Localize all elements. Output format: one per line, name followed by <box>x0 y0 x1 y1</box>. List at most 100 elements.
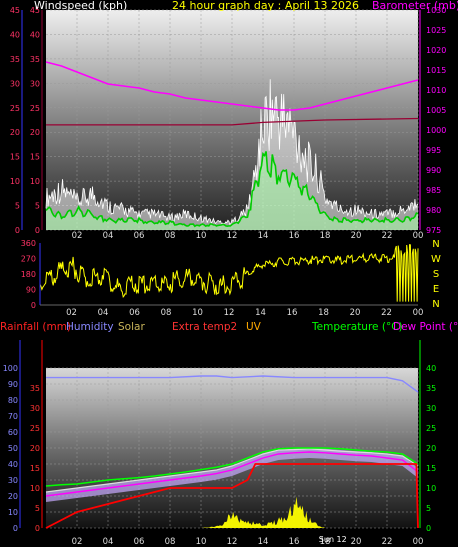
extra-temp-legend: Extra temp2 <box>172 321 237 333</box>
temp-x-tick-06: 06 <box>134 537 145 547</box>
wind-y-tick-15: 15 <box>10 153 20 162</box>
rain-tick-10: 10 <box>30 484 40 493</box>
barometer-tick-980: 980 <box>426 206 441 215</box>
rain-tick-0: 0 <box>35 524 40 533</box>
wind-x-tick-02: 02 <box>72 231 83 241</box>
humidity-tick-20: 20 <box>8 492 18 501</box>
direction-x-tick-08: 08 <box>161 308 172 318</box>
wind-y2-tick-25: 25 <box>30 104 40 113</box>
extra-temp-line <box>45 448 419 493</box>
barometer-tick-995: 995 <box>426 146 441 155</box>
humidity-legend: Humidity <box>66 321 114 333</box>
barometer-tick-1020: 1020 <box>426 46 446 55</box>
wind-y2-tick-35: 35 <box>30 55 40 64</box>
rainfall-legend: Rainfall (mm) <box>0 321 71 333</box>
direction-x-tick-18: 18 <box>318 308 329 318</box>
wind-y-tick-10: 10 <box>10 177 20 186</box>
barometer-line <box>45 61 419 111</box>
wind-y-tick-25: 25 <box>10 104 20 113</box>
temp-x-tick-16: 16 <box>289 537 300 547</box>
wind-dark-red-line <box>46 117 419 126</box>
humidity-tick-90: 90 <box>8 380 18 389</box>
wind-direction-line <box>39 244 419 302</box>
direction-compass-label-0: N <box>432 239 439 250</box>
wind-x-tick-06: 06 <box>134 231 145 241</box>
direction-x-tick-10: 10 <box>192 308 203 318</box>
temperature-tick-40: 40 <box>426 364 436 373</box>
barometer-tick-1030: 1030 <box>426 6 446 15</box>
direction-plot-area <box>40 243 418 305</box>
rain-tick-30: 30 <box>30 404 40 413</box>
wind-x-tick-04: 04 <box>103 231 114 241</box>
rain-tick-15: 15 <box>30 464 40 473</box>
wind-y2-tick-0: 0 <box>35 226 40 235</box>
barometer-tick-1000: 1000 <box>426 126 446 135</box>
temp-x-tick-04: 04 <box>103 537 114 547</box>
day-annotation: Sun 12 <box>319 535 347 544</box>
wind-y2-tick-15: 15 <box>30 153 40 162</box>
temperature-tick-25: 25 <box>426 424 436 433</box>
wind-y2-tick-40: 40 <box>30 30 40 39</box>
wind-y-tick-35: 35 <box>10 55 20 64</box>
barometer-tick-1025: 1025 <box>426 26 446 35</box>
direction-x-tick-00: 00 <box>413 308 424 318</box>
wind-gust-line <box>45 79 419 226</box>
temperature-tick-20: 20 <box>426 444 436 453</box>
humidity-tick-30: 30 <box>8 476 18 485</box>
humidity-tick-70: 70 <box>8 412 18 421</box>
wind-y2-tick-10: 10 <box>30 177 40 186</box>
humidity-line <box>46 375 419 393</box>
wind-y-tick-45: 45 <box>10 6 20 15</box>
rain-tick-5: 5 <box>35 504 40 513</box>
wind-x-tick-00: 00 <box>413 231 424 241</box>
direction-compass-label-2: S <box>433 269 439 280</box>
barometer-axis-label: Barometer (mb) <box>372 0 458 12</box>
barometer-tick-1005: 1005 <box>426 106 446 115</box>
dewpoint-legend: Dew Point (°C) <box>393 321 458 333</box>
temperature-tick-10: 10 <box>426 484 436 493</box>
humidity-tick-10: 10 <box>8 508 18 517</box>
wind-y-tick-20: 20 <box>10 128 20 137</box>
temperature-panel: 02 04 06 08 10 12 14 16 18 20 22 000102030405060708… <box>3 340 436 547</box>
direction-x-tick-16: 16 <box>287 308 298 318</box>
direction-compass-label-1: W <box>431 254 441 265</box>
dewpoint-line <box>45 451 419 497</box>
direction-x-tick-04: 04 <box>98 308 109 318</box>
wind-y-tick-5: 5 <box>15 202 20 211</box>
barometer-tick-975: 975 <box>426 226 441 235</box>
humidity-tick-50: 50 <box>8 444 18 453</box>
solar-area <box>46 496 418 528</box>
humidity-tick-80: 80 <box>8 396 18 405</box>
humidity-tick-100: 100 <box>3 364 18 373</box>
wind-axis-label: Windspeed (kph) <box>34 0 127 12</box>
humidity-tick-40: 40 <box>8 460 18 469</box>
temperature-tick-15: 15 <box>426 464 436 473</box>
temperature-legend: Temperature (°C) <box>311 321 403 333</box>
direction-x-tick-06: 06 <box>129 308 140 318</box>
wind-x-tick-12: 12 <box>227 231 238 241</box>
wind-x-tick-20: 20 <box>351 231 362 241</box>
direction-y-tick-270: 270 <box>21 255 36 264</box>
direction-x-tick-14: 14 <box>255 308 266 318</box>
temp-x-tick-02: 02 <box>72 537 83 547</box>
wind-x-tick-18: 18 <box>320 231 331 241</box>
wind-y2-tick-5: 5 <box>35 202 40 211</box>
wind-x-tick-16: 16 <box>289 231 300 241</box>
temp-x-tick-12: 12 <box>227 537 238 547</box>
humidity-tick-60: 60 <box>8 428 18 437</box>
direction-compass-label-3: E <box>433 284 439 295</box>
rain-tick-25: 25 <box>30 424 40 433</box>
temperature-tick-35: 35 <box>426 384 436 393</box>
wind-y2-tick-30: 30 <box>30 79 40 88</box>
temp-x-tick-14: 14 <box>258 537 269 547</box>
wind-y2-tick-45: 45 <box>30 6 40 15</box>
rain-tick-20: 20 <box>30 444 40 453</box>
temp-x-tick-00: 00 <box>413 537 424 547</box>
temp-x-tick-22: 22 <box>382 537 393 547</box>
temp-x-tick-20: 20 <box>351 537 362 547</box>
solar-legend: Solar <box>118 321 145 333</box>
barometer-tick-1015: 1015 <box>426 66 446 75</box>
wind-x-tick-14: 14 <box>258 231 269 241</box>
